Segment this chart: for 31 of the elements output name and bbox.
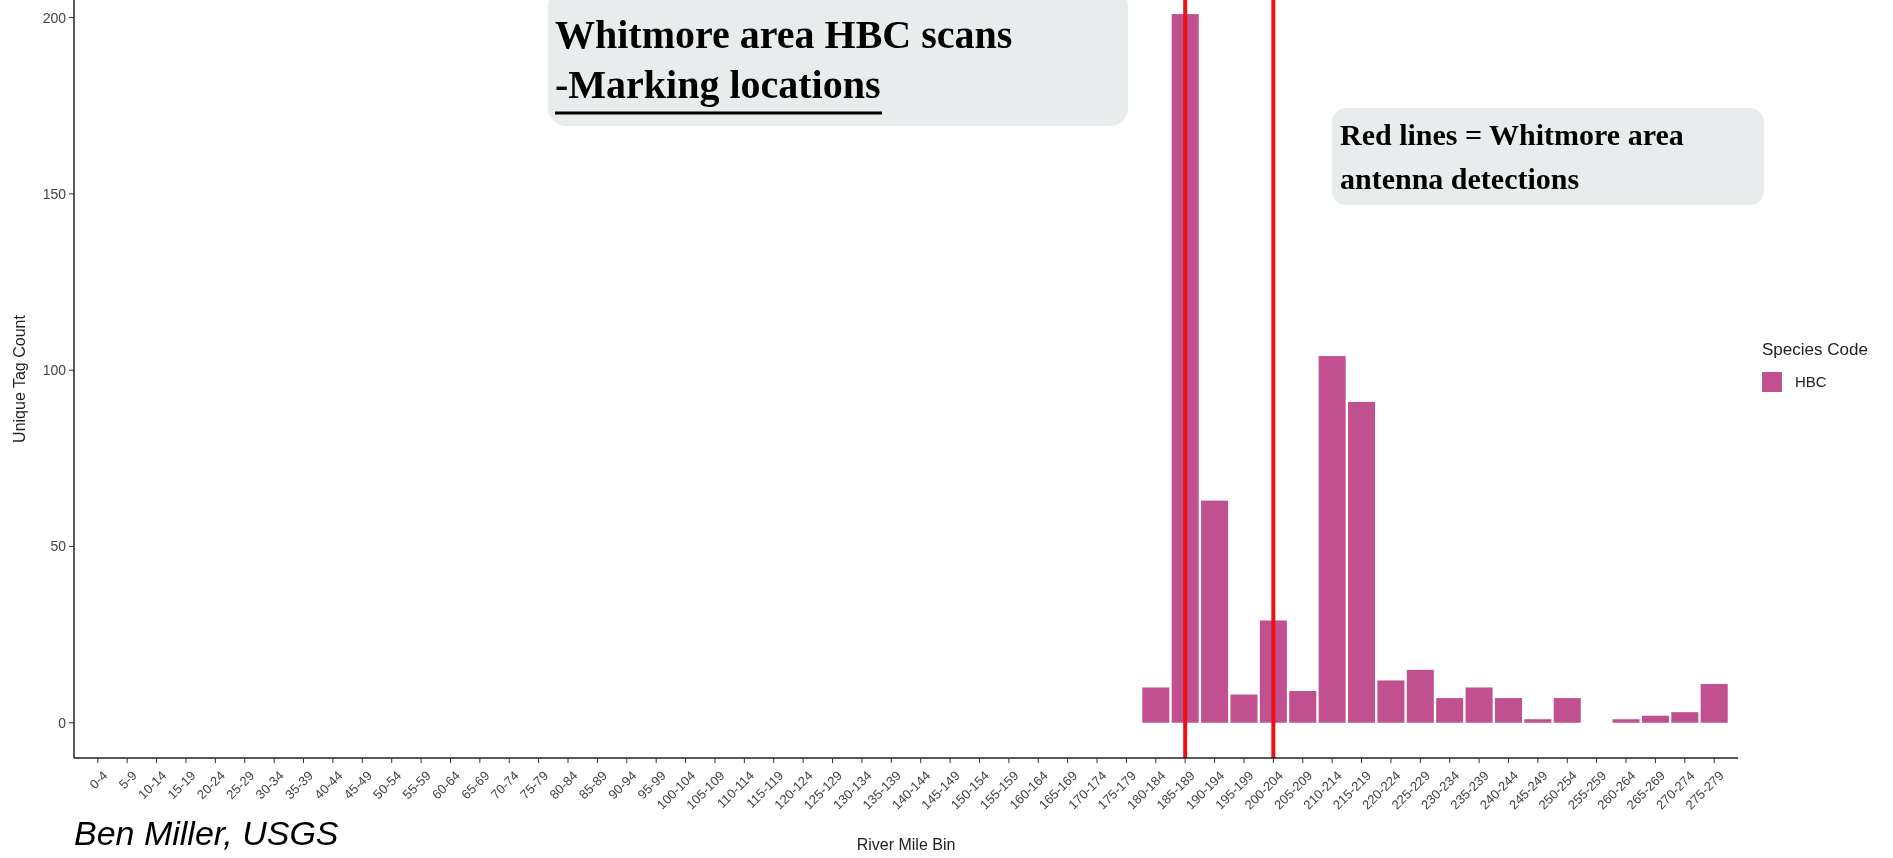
y-tick-label: 100 (42, 362, 67, 379)
bar (1406, 669, 1434, 723)
legend-title: Species Code (1762, 340, 1868, 359)
bar (1436, 698, 1464, 723)
bar (1465, 687, 1493, 723)
bar (1230, 694, 1258, 723)
bar (1671, 712, 1699, 723)
y-tick-label: 0 (58, 714, 67, 731)
bar (1318, 356, 1346, 723)
y-axis-title: Unique Tag Count (11, 314, 28, 443)
x-axis-title: River Mile Bin (856, 836, 956, 853)
y-tick-label: 200 (42, 9, 67, 26)
legend-label: HBC (1795, 373, 1827, 391)
annotation: Red lines = Whitmore area antenna detections (1340, 118, 1684, 195)
bar (1377, 680, 1405, 723)
text: Ben Miller, USGS (74, 814, 339, 852)
bar (1201, 500, 1229, 723)
x-tick-label: 0-4 (86, 767, 111, 792)
annotation: Whitmore area HBC scans -Marking locations (555, 12, 1013, 107)
bar (1348, 401, 1376, 723)
y-tick-label: 50 (50, 538, 67, 555)
bar (1553, 698, 1581, 723)
x-tick-label: 5-9 (115, 767, 140, 792)
bar (1289, 691, 1317, 723)
bar (1494, 698, 1522, 723)
bar (1612, 719, 1640, 723)
bar (1641, 715, 1669, 723)
y-tick-label: 150 (42, 185, 67, 202)
bar (1524, 719, 1552, 723)
bar (1700, 683, 1728, 723)
bar (1142, 687, 1170, 723)
